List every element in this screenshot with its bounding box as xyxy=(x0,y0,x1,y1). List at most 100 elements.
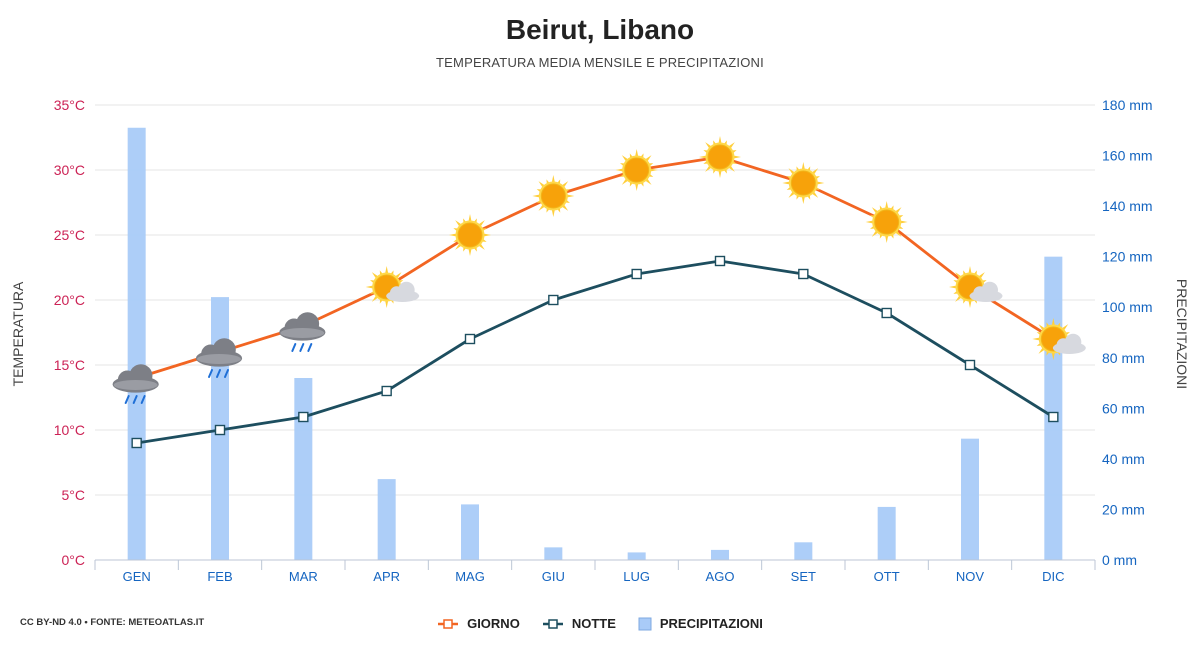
sun-ray xyxy=(365,285,374,289)
rain-drop xyxy=(307,343,313,352)
sun-ray xyxy=(384,266,389,275)
weather-icon-sun xyxy=(532,175,575,217)
night-temperature-point xyxy=(798,268,809,280)
legend-night-label: NOTTE xyxy=(571,616,616,631)
rain-drop xyxy=(216,369,221,378)
chart-subtitle: TEMPERATURA MEDIA MENSILE E PRECIPITAZIO… xyxy=(436,55,764,70)
sun-core xyxy=(874,209,900,235)
rain-drop xyxy=(140,395,146,404)
y-tick-label-right: 160 mm xyxy=(1102,148,1153,164)
chart-title: Beirut, Libano xyxy=(505,14,695,45)
night-temperature-point xyxy=(131,437,142,449)
night-temperature-point xyxy=(464,333,476,345)
sun-ray xyxy=(718,169,722,178)
sun-ray xyxy=(801,162,806,171)
y-tick-label-left: 25°C xyxy=(54,227,85,243)
y-tick-label-left: 35°C xyxy=(54,97,85,113)
sun-ray xyxy=(566,194,575,198)
x-tick-label: OTT xyxy=(874,569,900,584)
legend: GIORNO NOTTE PRECIPITAZIONI xyxy=(0,616,1200,631)
sun-ray xyxy=(551,175,556,184)
x-tick-label: NOV xyxy=(956,569,985,584)
weather-icon-sun xyxy=(615,149,658,191)
precipitation-bar xyxy=(461,504,479,560)
legend-day-label: GIORNO xyxy=(467,616,520,631)
y-tick-label-right: 0 mm xyxy=(1102,552,1137,568)
x-tick-label: MAR xyxy=(289,569,318,584)
x-tick-label: GIU xyxy=(542,569,565,584)
legend-night-swatch xyxy=(542,618,563,629)
sun-core xyxy=(624,157,650,183)
weather-icon-rain xyxy=(112,364,159,404)
night-temperature-point xyxy=(964,359,976,371)
rain-cloud-shade xyxy=(113,380,158,390)
night-temperature-point xyxy=(298,411,309,423)
y-tick-label-right: 20 mm xyxy=(1102,501,1145,517)
precipitation-bar xyxy=(877,506,896,560)
sun-ray xyxy=(801,195,806,204)
y-tick-label-left: 10°C xyxy=(54,422,85,438)
sun-core xyxy=(457,222,483,248)
y-tick-label-right: 140 mm xyxy=(1102,198,1153,214)
sun-ray xyxy=(782,181,791,185)
precipitation-bar xyxy=(961,438,979,560)
y-tick-label-left: 0°C xyxy=(62,552,86,568)
sun-ray xyxy=(732,155,741,159)
x-tick-label: LUG xyxy=(623,569,650,584)
night-temperature-line xyxy=(136,259,1055,445)
precipitation-bar xyxy=(627,552,646,560)
sun-ray xyxy=(468,214,472,223)
sun-ray xyxy=(884,201,889,210)
sun-ray xyxy=(718,136,722,145)
weather-icon-sun-cloud xyxy=(1032,318,1086,360)
precipitation-bar xyxy=(127,127,146,560)
x-tick-label: FEB xyxy=(207,569,232,584)
y-tick-label-left: 30°C xyxy=(54,162,85,178)
sun-ray xyxy=(615,168,624,172)
sun-ray xyxy=(634,182,639,191)
night-temperature-point xyxy=(714,255,726,267)
grid-lines xyxy=(95,104,1095,561)
weather-icon-sun-cloud xyxy=(365,266,420,308)
sun-ray xyxy=(968,266,972,275)
y-tick-label-left: 15°C xyxy=(54,357,85,373)
small-cloud xyxy=(398,281,415,299)
y-tick-label-right: 40 mm xyxy=(1102,451,1145,467)
rain-drop xyxy=(299,343,305,352)
weather-icon-sun xyxy=(699,136,741,178)
night-temperature-point xyxy=(214,424,226,436)
precipitation-bar xyxy=(544,547,563,560)
sun-ray xyxy=(865,220,874,224)
precipitation-bar xyxy=(294,378,313,560)
legend-item-precipitation[interactable]: PRECIPITAZIONI xyxy=(638,616,763,631)
rain-drop xyxy=(124,395,130,404)
x-tick-label: APR xyxy=(373,569,400,584)
night-temperature-point xyxy=(381,385,392,397)
legend-item-day[interactable]: GIORNO xyxy=(437,616,520,631)
sun-ray xyxy=(468,247,472,256)
sun-ray xyxy=(1051,318,1056,327)
rain-drop xyxy=(208,369,213,378)
sun-ray xyxy=(884,234,889,243)
temperature-lines xyxy=(131,155,1059,449)
precipitation-bar xyxy=(794,542,813,560)
sun-ray xyxy=(551,208,556,217)
sun-ray xyxy=(899,220,908,224)
sun-core xyxy=(790,170,816,196)
sun-ray xyxy=(384,299,389,308)
x-tick-label: GEN xyxy=(123,569,151,584)
x-tick-label: MAG xyxy=(455,569,485,584)
night-temperature-point xyxy=(881,307,892,319)
precipitation-bar xyxy=(1044,256,1063,560)
legend-item-night[interactable]: NOTTE xyxy=(542,616,616,631)
weather-icon-sun xyxy=(782,162,825,204)
weather-icon-sun xyxy=(449,214,491,256)
y-tick-label-right: 80 mm xyxy=(1102,350,1145,366)
weather-icon-rain xyxy=(279,312,326,352)
precipitation-bar xyxy=(377,479,396,560)
x-tick-label: DIC xyxy=(1042,569,1064,584)
small-cloud xyxy=(1064,333,1082,351)
sun-ray xyxy=(968,299,972,308)
rain-drop xyxy=(132,395,138,404)
